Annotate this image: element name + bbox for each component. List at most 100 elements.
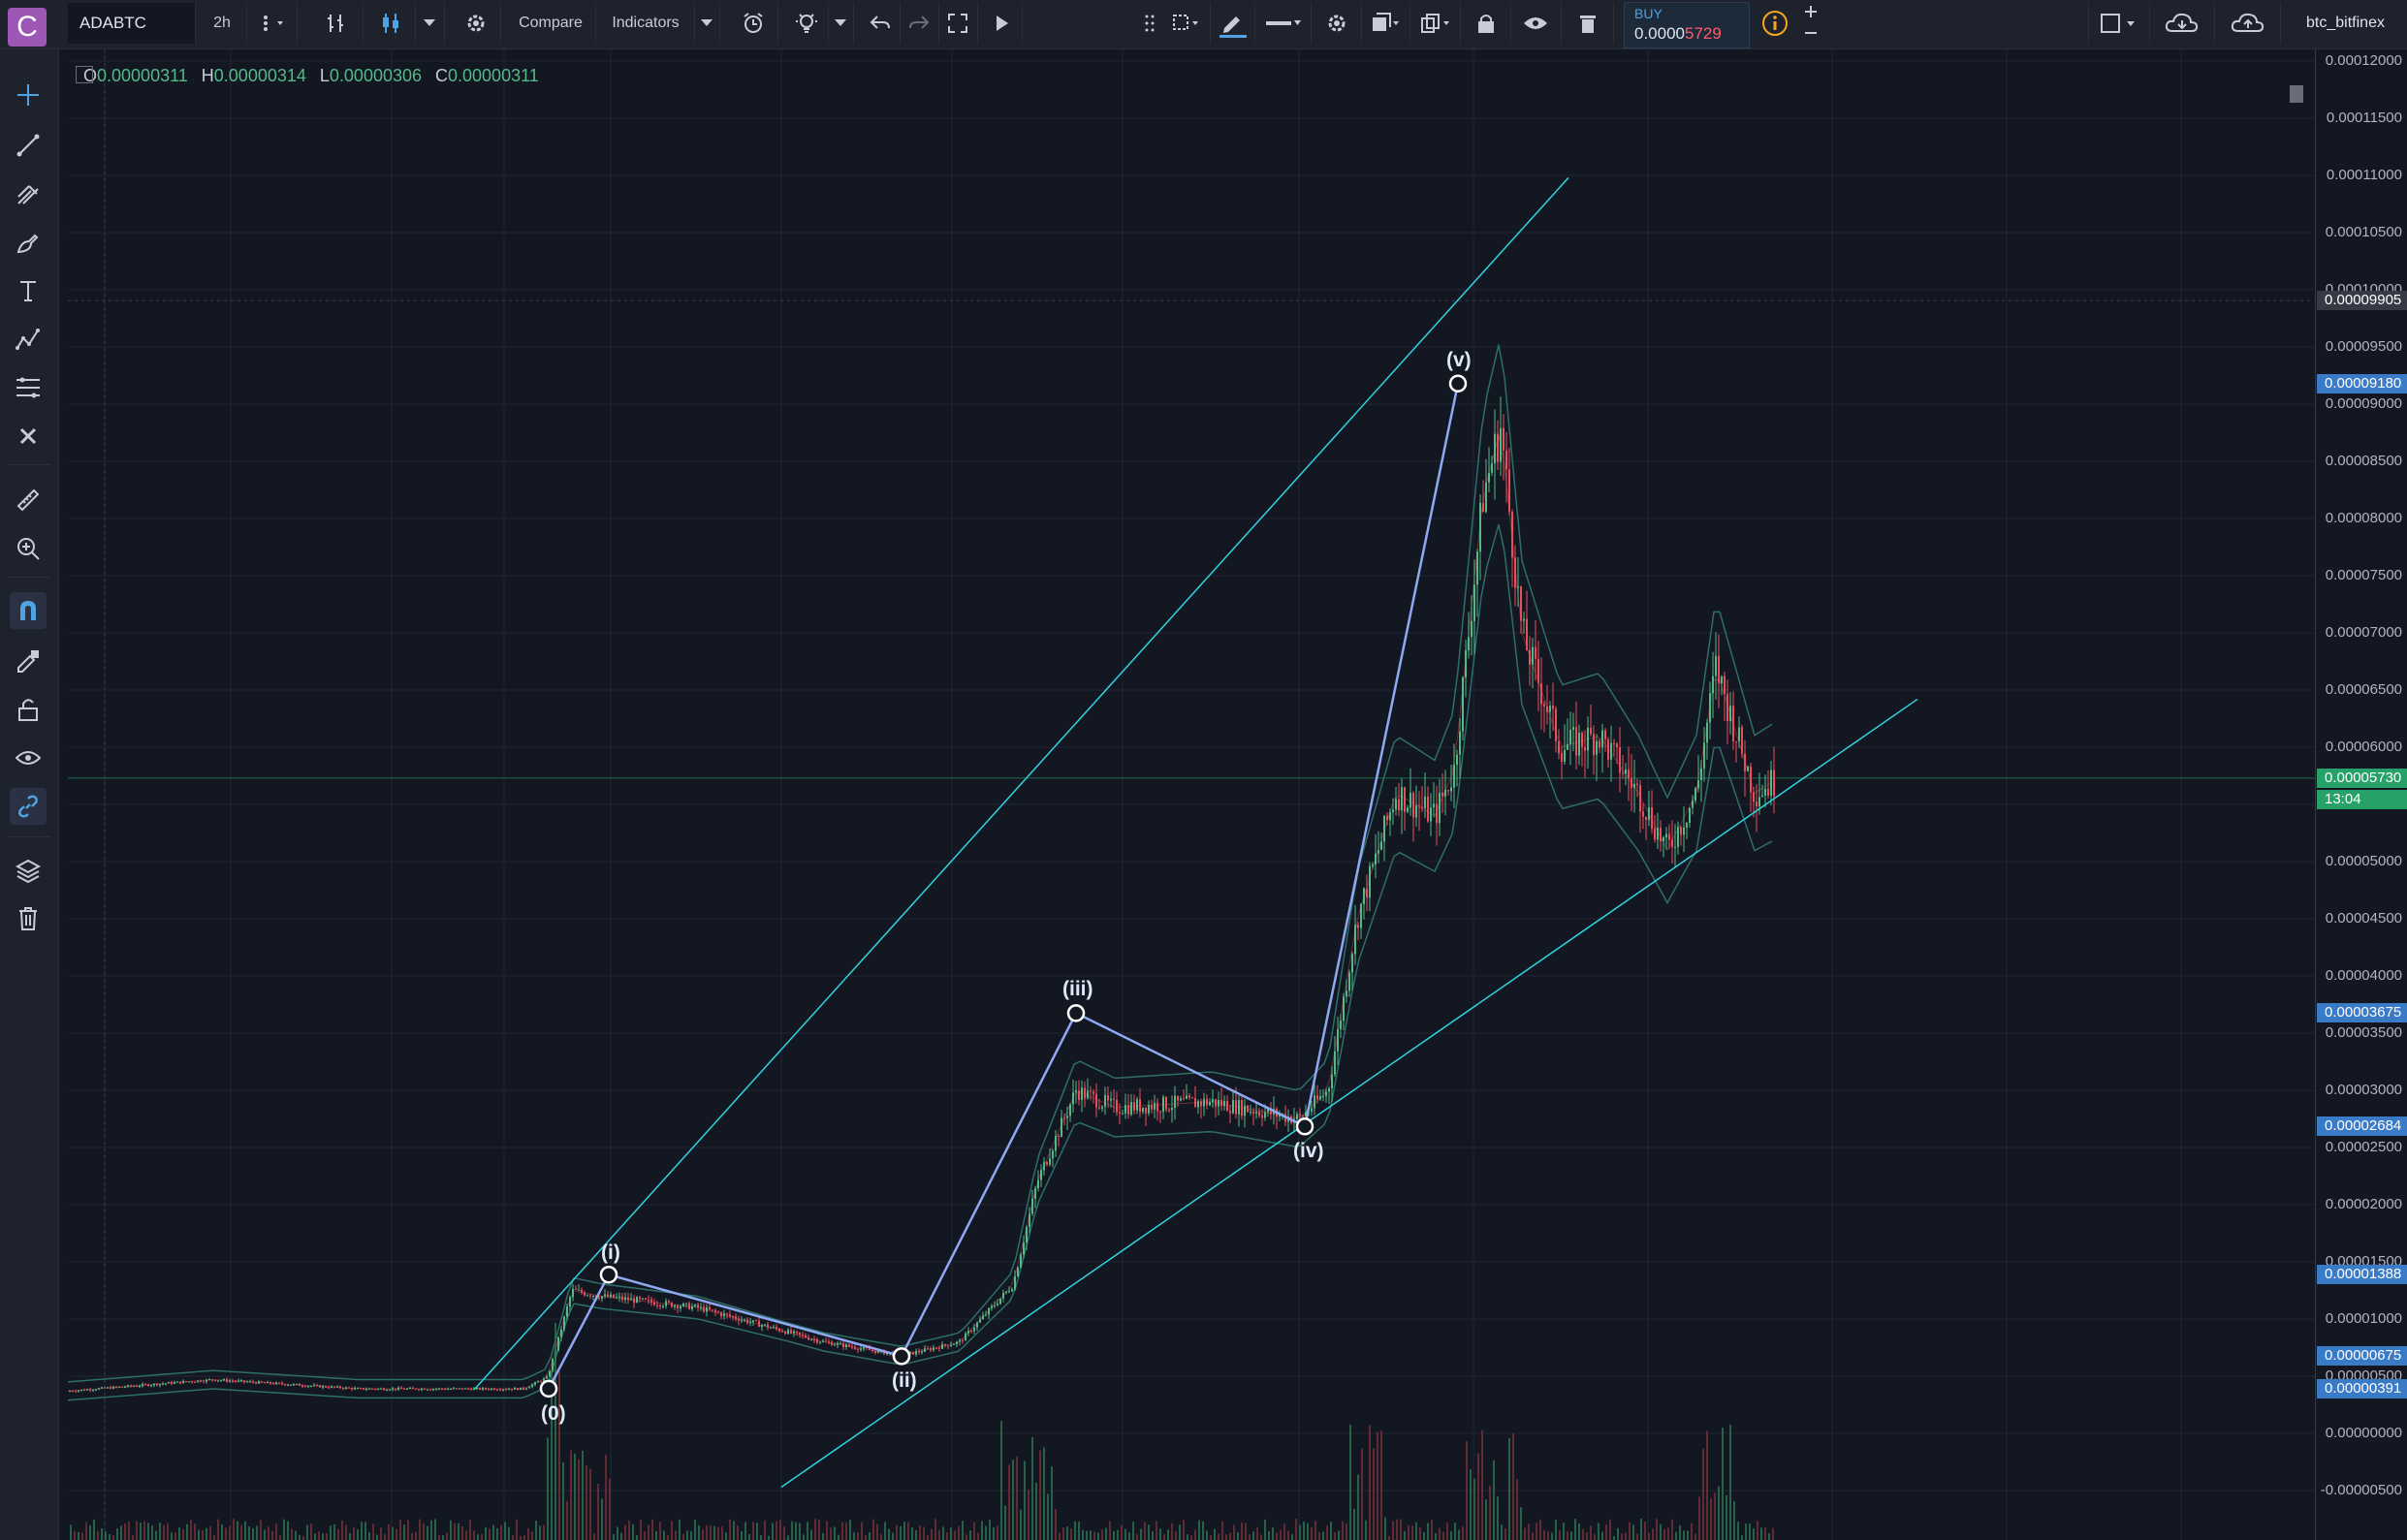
pitchfork-icon[interactable] bbox=[10, 175, 47, 212]
candle-body bbox=[1314, 1095, 1315, 1109]
exchange-label[interactable]: btc_bitfinex bbox=[2306, 15, 2385, 31]
candle-body bbox=[714, 1309, 716, 1312]
wave-label[interactable]: (i) bbox=[601, 1241, 620, 1265]
object-tree-icon[interactable] bbox=[2290, 85, 2303, 103]
load-cloud-icon[interactable] bbox=[2150, 3, 2215, 44]
save-cloud-icon[interactable] bbox=[2216, 3, 2281, 44]
clone-icon[interactable] bbox=[1411, 3, 1461, 44]
volume-bar bbox=[85, 1522, 87, 1540]
candle-body bbox=[150, 1385, 152, 1387]
visual-order-icon[interactable] bbox=[1361, 3, 1410, 44]
wave-label[interactable]: (v) bbox=[1446, 348, 1472, 371]
delete-drawing-icon[interactable] bbox=[1563, 3, 1614, 44]
drawing-settings-icon[interactable] bbox=[1313, 3, 1362, 44]
link-icon[interactable] bbox=[10, 788, 47, 825]
trend-line-icon[interactable] bbox=[10, 127, 47, 164]
lock-icon[interactable] bbox=[10, 691, 47, 728]
bars-style-icon[interactable] bbox=[308, 3, 364, 44]
undo-icon[interactable] bbox=[861, 3, 901, 44]
candle-body bbox=[162, 1383, 164, 1385]
magnet-icon[interactable] bbox=[10, 592, 47, 629]
volume-bar bbox=[275, 1524, 277, 1540]
drag-handle-icon[interactable] bbox=[1140, 3, 1159, 44]
candle-body bbox=[656, 1304, 658, 1306]
wave-label[interactable]: (0) bbox=[541, 1401, 566, 1425]
settings-gear-icon[interactable] bbox=[452, 3, 501, 44]
price-tick-label: 0.00002500 bbox=[2325, 1139, 2402, 1155]
candle-body bbox=[1444, 789, 1446, 797]
more-intervals-icon[interactable] bbox=[248, 3, 298, 44]
buy-price: 0.00005729 bbox=[1634, 24, 1722, 43]
interval-button[interactable]: 2h bbox=[198, 3, 247, 44]
candle-body bbox=[342, 1388, 344, 1390]
alert-clock-icon[interactable] bbox=[729, 3, 778, 44]
candle-body bbox=[874, 1350, 876, 1353]
zoom-in-plus-icon[interactable] bbox=[1799, 2, 1822, 21]
stay-drawing-icon[interactable] bbox=[10, 643, 47, 679]
wave-iii-price-badge: 0.00003675 bbox=[2317, 1003, 2407, 1023]
candle-body bbox=[1188, 1095, 1190, 1098]
volume-bar bbox=[566, 1501, 568, 1540]
volume-bar bbox=[1330, 1522, 1332, 1540]
wave-label[interactable]: (iv) bbox=[1293, 1140, 1324, 1163]
replay-play-icon[interactable] bbox=[983, 3, 1023, 44]
candle-body bbox=[368, 1388, 370, 1390]
volume-bar bbox=[1524, 1527, 1526, 1540]
zoom-out-minus-icon[interactable] bbox=[1799, 23, 1822, 43]
hide-drawing-eye-icon[interactable] bbox=[1510, 3, 1562, 44]
candle-body bbox=[572, 1288, 574, 1298]
redo-icon[interactable] bbox=[900, 3, 939, 44]
buy-button[interactable]: BUY 0.00005729 bbox=[1624, 2, 1750, 48]
candle-body bbox=[735, 1316, 737, 1320]
line-width-icon[interactable] bbox=[1256, 3, 1312, 44]
volume-bar bbox=[1726, 1494, 1727, 1540]
volume-bar bbox=[485, 1526, 487, 1540]
wave-label[interactable]: (ii) bbox=[892, 1369, 917, 1393]
candle-body bbox=[441, 1388, 443, 1390]
zoom-icon[interactable] bbox=[10, 530, 47, 567]
volume-bar bbox=[1648, 1532, 1650, 1540]
ideas-bulb-icon[interactable] bbox=[785, 3, 829, 44]
ideas-dropdown-icon[interactable] bbox=[828, 3, 854, 44]
symbol-search-input[interactable]: ADABTC bbox=[68, 3, 196, 44]
candle-body bbox=[101, 1387, 103, 1389]
volume-bar bbox=[1194, 1529, 1196, 1540]
ruler-icon[interactable] bbox=[10, 482, 47, 519]
pattern-icon[interactable] bbox=[10, 321, 47, 358]
compare-button[interactable]: Compare bbox=[506, 3, 596, 44]
fullscreen-icon[interactable] bbox=[938, 3, 978, 44]
volume-bar bbox=[1590, 1525, 1592, 1540]
trash-icon[interactable] bbox=[10, 900, 47, 937]
wave-label[interactable]: (iii) bbox=[1062, 978, 1093, 1001]
text-icon[interactable] bbox=[10, 272, 47, 309]
eye-icon[interactable] bbox=[10, 739, 47, 776]
volume-bar bbox=[1105, 1527, 1107, 1540]
crosshair-icon[interactable] bbox=[10, 77, 47, 113]
indicators-button[interactable]: Indicators bbox=[597, 3, 695, 44]
fib-icon[interactable] bbox=[10, 369, 47, 406]
price-chart-canvas[interactable] bbox=[68, 49, 2315, 1540]
layers-icon[interactable] bbox=[10, 852, 47, 889]
price-tick-label: 0.00006000 bbox=[2325, 739, 2402, 755]
layout-selector-icon[interactable] bbox=[2088, 3, 2150, 44]
candle-body bbox=[642, 1298, 644, 1300]
volume-bar bbox=[1663, 1528, 1665, 1540]
brush-icon[interactable] bbox=[10, 224, 47, 261]
app-logo[interactable]: C bbox=[8, 8, 47, 47]
selection-tool-icon[interactable] bbox=[1161, 3, 1211, 44]
volume-bar bbox=[155, 1530, 157, 1540]
chart-style-dropdown-icon[interactable] bbox=[415, 3, 445, 44]
legend-collapse-icon[interactable] bbox=[76, 66, 93, 83]
candles-style-icon[interactable] bbox=[366, 3, 416, 44]
candle-body bbox=[1148, 1105, 1150, 1114]
volume-bar bbox=[1702, 1448, 1704, 1540]
price-tick-label: 0.00007500 bbox=[2325, 567, 2402, 583]
line-color-pencil-icon[interactable] bbox=[1212, 3, 1255, 44]
info-warning-icon[interactable] bbox=[1753, 3, 1797, 44]
bollinger-basis bbox=[68, 434, 1773, 1392]
candle-body bbox=[650, 1299, 652, 1303]
indicators-dropdown-icon[interactable] bbox=[694, 3, 720, 44]
candle-body bbox=[1052, 1150, 1054, 1159]
remove-icon[interactable] bbox=[10, 418, 47, 455]
lock-drawing-icon[interactable] bbox=[1462, 3, 1511, 44]
